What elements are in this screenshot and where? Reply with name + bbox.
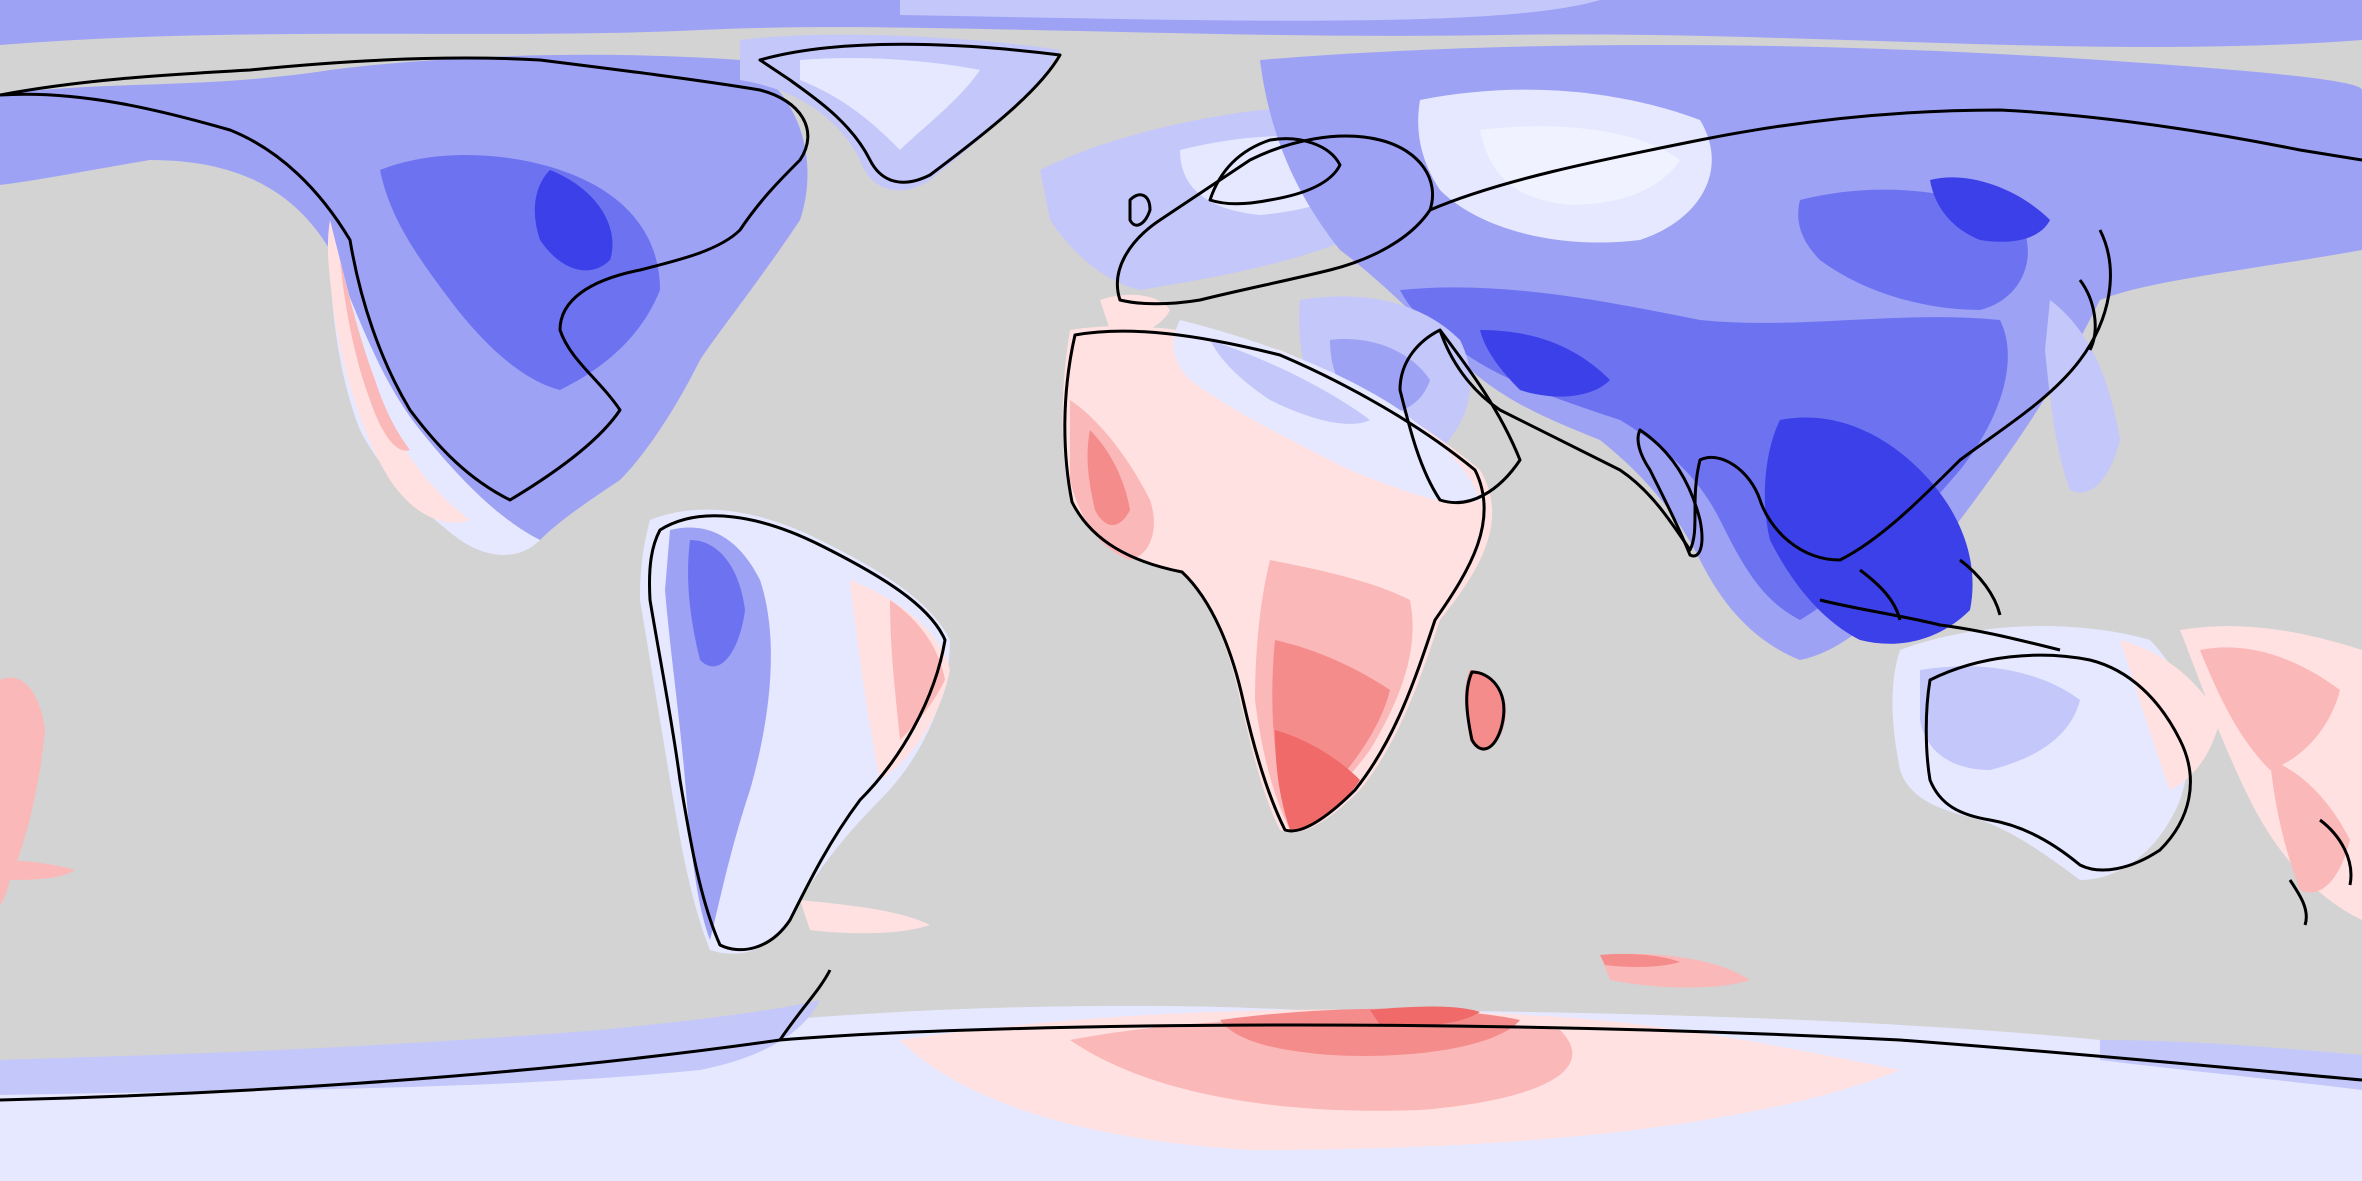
coastline-africa <box>1063 329 1486 833</box>
coastline-north-america <box>0 56 810 502</box>
pacific-feature <box>0 677 75 905</box>
coastline-europe <box>1115 134 1435 306</box>
africa <box>1062 320 1506 833</box>
coastlines <box>0 42 2362 1102</box>
coastline-australia <box>1924 653 2192 872</box>
coastline-antarctic-peninsula <box>778 969 832 1041</box>
coastline-asia <box>1429 108 2362 562</box>
south-america <box>640 509 950 954</box>
coastline-greenland <box>758 42 1062 184</box>
greenland <box>740 34 1060 191</box>
coastline-new-zealand <box>2288 818 2353 926</box>
arctic-region <box>0 0 2362 47</box>
coastline-indonesia <box>1819 558 2061 652</box>
coastline-arabia <box>1398 328 1522 505</box>
coastline-scandinavia <box>1208 137 1342 206</box>
coastline-india <box>1636 428 1704 558</box>
north-america <box>0 54 808 555</box>
asia <box>1260 45 2362 660</box>
coastline-japan <box>2078 279 2097 351</box>
coastline-uk <box>1128 193 1152 227</box>
australia <box>1892 626 2362 920</box>
coastline-antarctica <box>0 1023 2362 1102</box>
coastline-madagascar <box>1465 670 1506 751</box>
antarctica <box>0 953 2362 1181</box>
coastline-south-america <box>648 514 947 952</box>
